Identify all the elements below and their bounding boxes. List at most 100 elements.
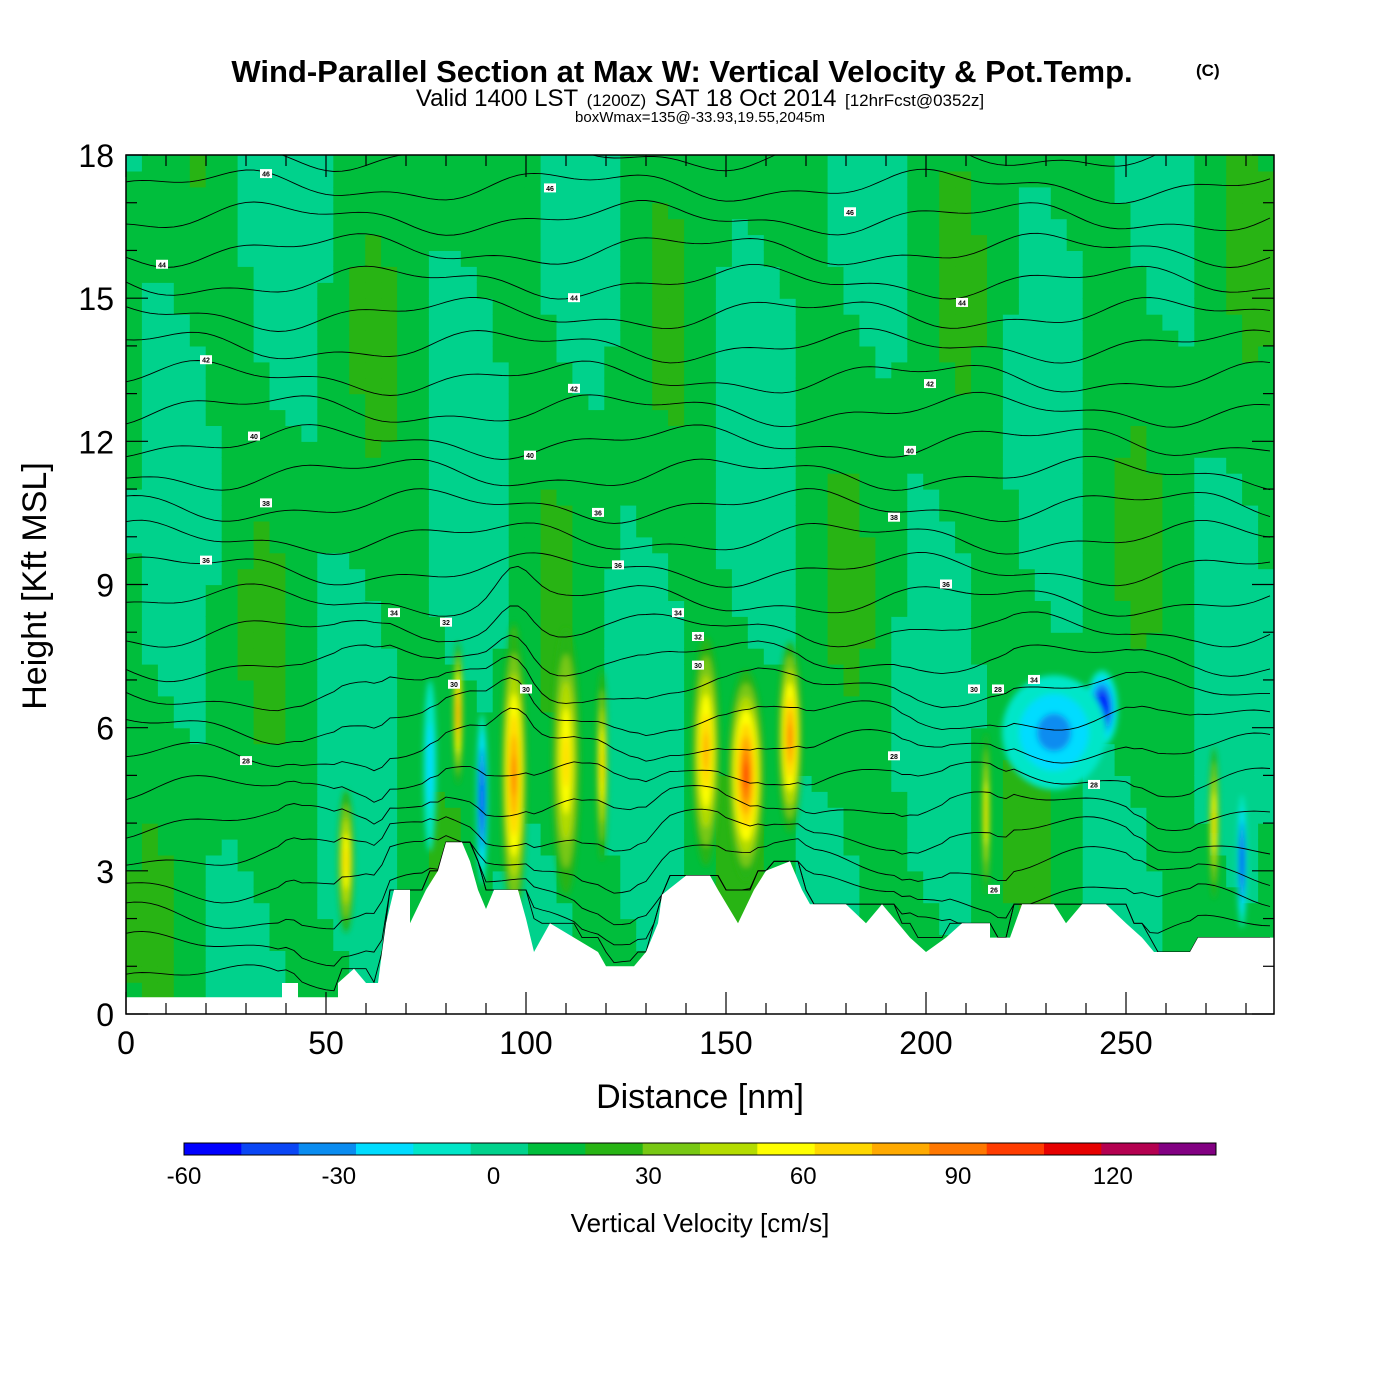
field-cell <box>939 473 956 490</box>
field-cell <box>317 282 334 299</box>
field-cell <box>413 393 430 411</box>
field-cell <box>157 409 175 426</box>
field-cell <box>269 679 286 697</box>
field-cell <box>811 727 829 745</box>
field-cell <box>700 393 717 411</box>
field-cell <box>939 377 956 395</box>
field-cell <box>715 298 733 315</box>
field-cell <box>620 568 637 586</box>
velocity-cell <box>480 782 484 817</box>
field-cell <box>1002 361 1020 379</box>
field-cell <box>524 298 542 315</box>
field-cell <box>588 934 605 951</box>
field-cell <box>492 330 510 347</box>
field-cell <box>141 345 159 363</box>
field-cell <box>588 902 605 920</box>
field-cell <box>731 473 749 490</box>
field-cell <box>317 202 334 220</box>
field-cell <box>157 266 175 283</box>
field-cell <box>1114 886 1132 904</box>
field-cell <box>1082 250 1100 267</box>
field-cell <box>1194 695 1211 713</box>
field-cell <box>221 393 239 411</box>
field-cell <box>285 759 302 776</box>
field-cell <box>971 457 988 474</box>
field-cell <box>381 679 398 697</box>
field-cell <box>811 441 829 458</box>
field-cell <box>141 664 159 681</box>
field-cell <box>955 186 972 204</box>
field-cell <box>923 250 940 267</box>
field-cell <box>333 520 350 538</box>
field-cell <box>1114 441 1132 458</box>
field-cell <box>971 330 988 347</box>
field-cell <box>126 155 143 172</box>
field-cell <box>1242 536 1259 554</box>
field-cell <box>795 536 813 554</box>
field-cell <box>747 457 765 474</box>
field-cell <box>508 250 526 267</box>
field-cell <box>444 202 462 220</box>
field-cell <box>189 695 207 713</box>
field-cell <box>141 854 159 872</box>
field-cell <box>1162 520 1179 538</box>
field-cell <box>1082 854 1100 872</box>
isentrope-line <box>126 551 1271 588</box>
field-cell <box>827 632 845 649</box>
field-cell <box>1258 759 1274 776</box>
field-cell <box>237 966 255 983</box>
field-cell <box>923 854 940 872</box>
field-cell <box>301 743 318 761</box>
field-cell <box>333 552 350 570</box>
field-cell <box>1018 886 1036 904</box>
field-cell <box>1066 330 1084 347</box>
field-cell <box>939 902 956 920</box>
field-cell <box>939 505 956 522</box>
field-cell <box>907 155 924 172</box>
field-cell <box>1130 473 1147 490</box>
velocity-cell <box>563 734 569 788</box>
field-cell <box>763 648 781 665</box>
field-cell <box>827 536 845 554</box>
field-cell <box>126 505 143 522</box>
field-cell <box>859 775 876 792</box>
field-cell <box>1098 314 1116 331</box>
field-cell <box>205 536 223 554</box>
field-cell <box>779 505 797 522</box>
field-cell <box>668 377 685 395</box>
field-cell <box>381 711 398 729</box>
field-cell <box>827 807 845 824</box>
field-cell <box>221 536 239 554</box>
field-cell <box>556 298 573 315</box>
field-cell <box>620 679 637 697</box>
field-cell <box>460 584 478 601</box>
field-cell <box>763 727 781 745</box>
field-cell <box>556 218 573 236</box>
field-cell <box>189 966 207 983</box>
field-cell <box>1034 186 1052 204</box>
field-cell <box>126 377 143 395</box>
field-cell <box>253 886 271 904</box>
field-cell <box>301 584 318 601</box>
field-cell <box>173 711 191 729</box>
field-cell <box>827 186 845 204</box>
isentrope-label-bg <box>968 684 980 694</box>
field-cell <box>907 839 924 856</box>
field-cell <box>126 234 143 251</box>
field-cell <box>205 839 223 856</box>
field-cell <box>157 982 175 999</box>
field-cell <box>173 441 191 458</box>
field-cell <box>779 202 797 220</box>
field-cell <box>253 775 271 792</box>
field-cell <box>126 759 143 776</box>
field-cell <box>317 552 334 570</box>
field-cell <box>1034 393 1052 411</box>
field-cell <box>620 934 637 951</box>
field-cell <box>301 345 318 363</box>
field-cell <box>157 743 175 761</box>
field-cell <box>955 234 972 251</box>
field-cell <box>1034 282 1052 299</box>
field-cell <box>795 330 813 347</box>
field-cell <box>1130 298 1147 315</box>
field-cell <box>715 664 733 681</box>
